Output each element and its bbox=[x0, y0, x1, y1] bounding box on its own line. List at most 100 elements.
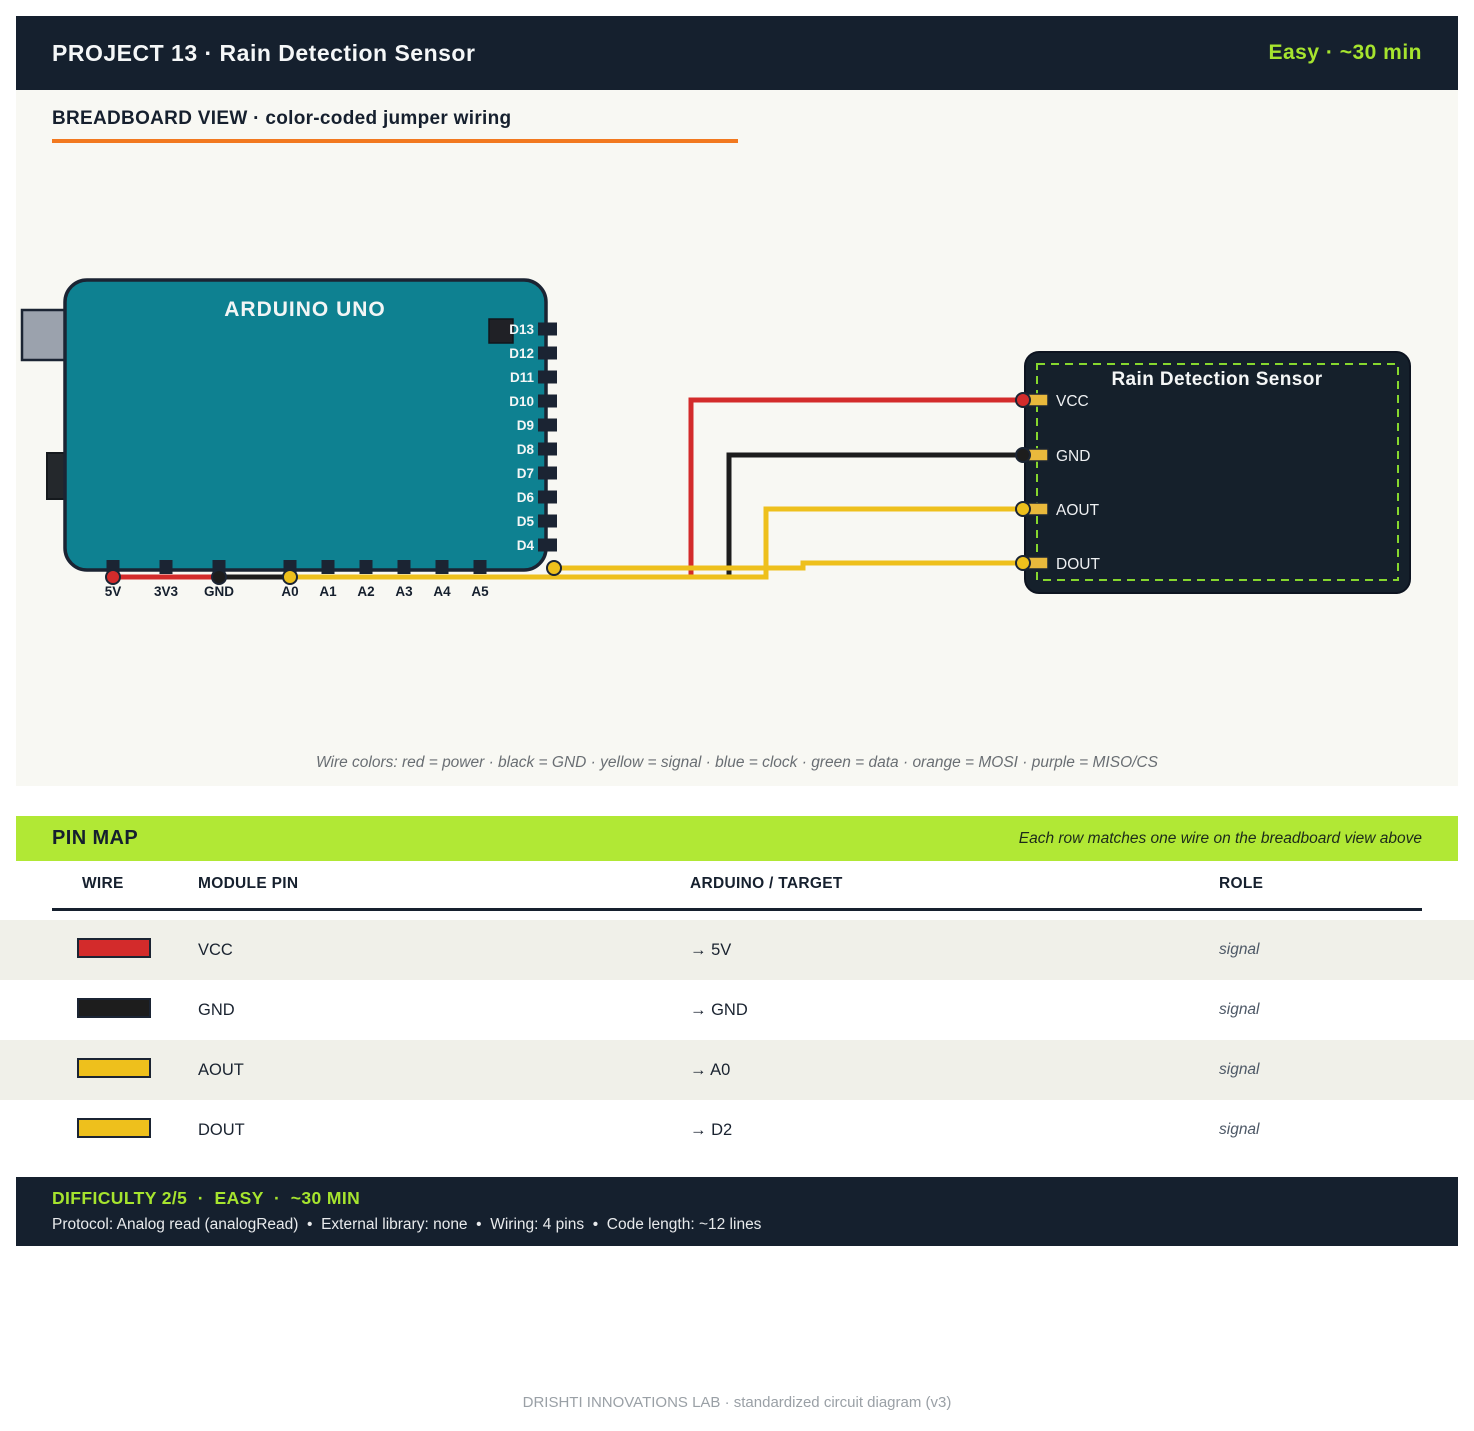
digital-pin-stub bbox=[538, 394, 557, 408]
sensor-dashed-border bbox=[1036, 363, 1399, 581]
project-title: PROJECT 13 · Rain Detection Sensor bbox=[52, 39, 476, 66]
sensor-title: Rain Detection Sensor bbox=[1111, 369, 1322, 390]
analog-pin-label: A4 bbox=[433, 584, 451, 599]
target-cell: → GND bbox=[690, 1001, 748, 1019]
analog-pin-label: A3 bbox=[395, 584, 413, 599]
wire-swatch bbox=[77, 1118, 151, 1138]
wire-node bbox=[105, 569, 121, 585]
digital-pin-stub bbox=[538, 490, 557, 504]
analog-pin-label: A2 bbox=[357, 584, 374, 599]
analog-pin-stub bbox=[473, 560, 487, 574]
power-jack bbox=[46, 452, 67, 500]
digital-pin-label: D11 bbox=[510, 370, 535, 385]
wire-node bbox=[211, 569, 227, 585]
digital-pin-stub bbox=[538, 442, 557, 456]
analog-pin-stub bbox=[159, 560, 173, 574]
wire-node bbox=[1015, 501, 1031, 517]
digital-pin-label: D13 bbox=[509, 322, 534, 337]
column-header-arduino-target: ARDUINO / TARGET bbox=[690, 875, 843, 892]
analog-pin-label: A0 bbox=[281, 584, 298, 599]
table-row: GND → GND signal bbox=[0, 980, 1474, 1040]
column-header-module-pin: MODULE PIN bbox=[198, 875, 299, 892]
digital-pin-label: D5 bbox=[517, 514, 535, 529]
difficulty-line: DIFFICULTY 2/5 · EASY · ~30 MIN bbox=[52, 1188, 361, 1208]
analog-pin-label: 5V bbox=[105, 584, 122, 599]
table-header-row: WIRE MODULE PIN ARDUINO / TARGET ROLE bbox=[0, 861, 1474, 908]
digital-pin-stub bbox=[538, 466, 557, 480]
sensor-pin-label: DOUT bbox=[1056, 556, 1100, 573]
sensor-module bbox=[1024, 351, 1411, 594]
bottom-bar: DIFFICULTY 2/5 · EASY · ~30 MIN Protocol… bbox=[16, 1177, 1458, 1246]
header-bar: PROJECT 13 · Rain Detection Sensor Easy … bbox=[16, 16, 1458, 90]
analog-pin-stub bbox=[435, 560, 449, 574]
section-underline bbox=[52, 139, 738, 143]
arduino-board bbox=[63, 278, 548, 572]
analog-pin-stub bbox=[359, 560, 373, 574]
breadboard-diagram: ARDUINO UNO D13 D12 D11 D10 D9 D8 D7 bbox=[20, 278, 1411, 599]
digital-pin-label: D7 bbox=[517, 466, 534, 481]
target-cell: → A0 bbox=[690, 1061, 731, 1079]
wire-node bbox=[282, 569, 298, 585]
digital-pin-label: D10 bbox=[509, 394, 534, 409]
analog-pin-stub bbox=[397, 560, 411, 574]
module-pin-cell: VCC bbox=[198, 941, 233, 959]
table-rows: VCC → 5V signal GND → GND signal AOUT → … bbox=[0, 920, 1474, 1160]
digital-pin-stub bbox=[538, 514, 557, 528]
analog-pin-label: GND bbox=[204, 584, 234, 599]
breadboard-panel: BREADBOARD VIEW · color-coded jumper wir… bbox=[16, 90, 1458, 786]
sensor-pin-pads bbox=[1027, 393, 1049, 570]
wire-a0-aout bbox=[290, 506, 1023, 580]
digital-pin-label: D8 bbox=[517, 442, 535, 457]
wire-node bbox=[1015, 392, 1031, 408]
module-pin-cell: AOUT bbox=[198, 1061, 244, 1079]
table-row: DOUT → D2 signal bbox=[0, 1100, 1474, 1160]
pinmap-bar: PIN MAP Each row matches one wire on the… bbox=[16, 816, 1458, 861]
usb-connector bbox=[20, 308, 69, 362]
ic-chip bbox=[488, 318, 514, 344]
wire-swatch bbox=[77, 998, 151, 1018]
digital-pin-stub bbox=[538, 538, 557, 552]
board-title: ARDUINO UNO bbox=[224, 298, 386, 321]
difficulty-badge: Easy · ~30 min bbox=[1268, 41, 1422, 64]
module-pin-cell: DOUT bbox=[198, 1121, 245, 1139]
digital-pin-stubs bbox=[538, 322, 557, 552]
analog-pin-label: A5 bbox=[471, 584, 489, 599]
table-row: VCC → 5V signal bbox=[0, 920, 1474, 980]
table-header-divider bbox=[52, 908, 1422, 911]
digital-pin-label: D9 bbox=[517, 418, 534, 433]
column-header-wire: WIRE bbox=[82, 875, 124, 892]
wire-node bbox=[1015, 447, 1031, 463]
target-cell: → D2 bbox=[690, 1121, 733, 1139]
digital-pin-stub bbox=[538, 346, 557, 360]
wire-swatch bbox=[77, 1058, 151, 1078]
digital-pin-stub bbox=[538, 370, 557, 384]
analog-pin-label: A1 bbox=[319, 584, 337, 599]
analog-pin-stub bbox=[321, 560, 335, 574]
sensor-pin-label: GND bbox=[1056, 448, 1090, 465]
section-title: BREADBOARD VIEW · color-coded jumper wir… bbox=[52, 108, 512, 129]
module-pin-cell: GND bbox=[198, 1001, 235, 1019]
digital-pin-label: D6 bbox=[517, 490, 535, 505]
wire-nodes bbox=[105, 392, 1031, 585]
digital-pin-label: D12 bbox=[509, 346, 534, 361]
pinmap-subtitle: Each row matches one wire on the breadbo… bbox=[1018, 829, 1422, 847]
pinmap-table: WIRE MODULE PIN ARDUINO / TARGET ROLE VC… bbox=[0, 861, 1474, 1139]
target-cell: → 5V bbox=[690, 941, 732, 959]
wire-node bbox=[546, 560, 562, 576]
role-cell: signal bbox=[1219, 1121, 1260, 1138]
pinmap-title: PIN MAP bbox=[52, 827, 139, 849]
table-row: AOUT → A0 signal bbox=[0, 1040, 1474, 1100]
digital-pin-stub bbox=[538, 322, 557, 336]
footer-text: DRISHTI INNOVATIONS LAB · standardized c… bbox=[522, 1394, 952, 1411]
sensor-pin-label: AOUT bbox=[1056, 502, 1100, 519]
column-header-role: ROLE bbox=[1219, 875, 1264, 892]
role-cell: signal bbox=[1219, 1001, 1260, 1018]
role-cell: signal bbox=[1219, 941, 1260, 958]
role-cell: signal bbox=[1219, 1061, 1260, 1078]
sensor-pin-label: VCC bbox=[1056, 393, 1089, 410]
wire-d2-dout bbox=[554, 560, 1023, 571]
meta-line: Protocol: Analog read (analogRead) • Ext… bbox=[52, 1216, 762, 1233]
digital-pin-label: D4 bbox=[517, 538, 535, 553]
digital-pin-stub bbox=[538, 418, 557, 432]
